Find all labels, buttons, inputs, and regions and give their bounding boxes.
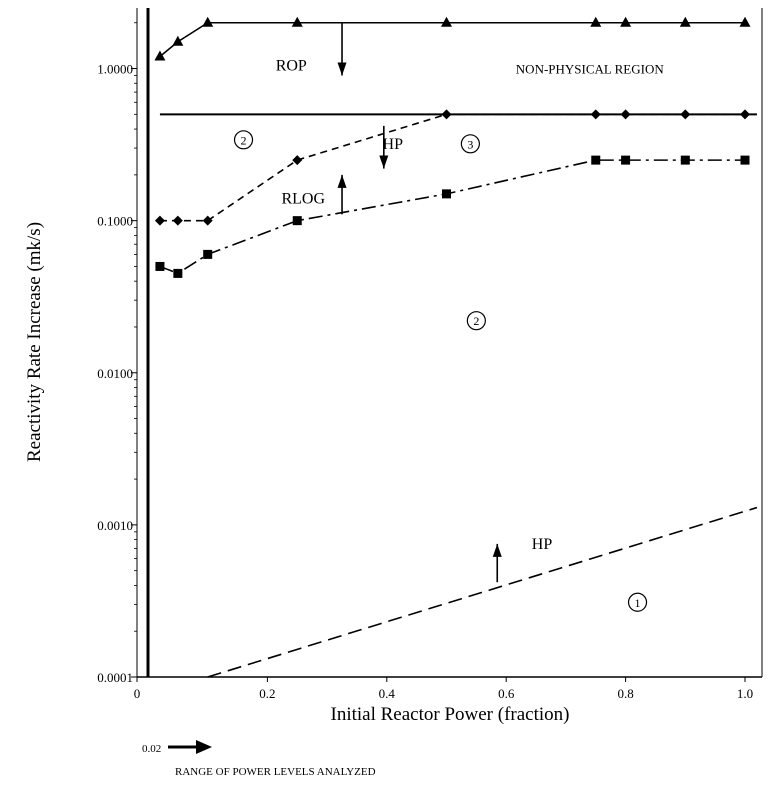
annotation-rop: ROP [276,57,307,74]
arrow-head [492,543,502,557]
data-point [680,155,690,165]
x-tick-label: 0 [134,686,141,701]
data-point [680,109,691,120]
annotations: ROP NON-PHYSICAL REGION HP RLOG HP 2 3 2 1 [233,57,665,612]
x-tick-label: 0.4 [379,686,396,701]
data-point [590,16,602,27]
region-circle [233,130,254,150]
x-tick-label: 0.8 [617,686,633,701]
y-axis-title: Reactivity Rate Increase (mk/s) [24,222,45,462]
data-point [291,16,303,27]
x-axis-title: Initial Reactor Power (fraction) [331,704,570,725]
x-tick-label: 0.6 [498,686,515,701]
data-point [740,155,750,165]
region-label: 2 [241,133,247,147]
annotation-hp-upper: HP [383,136,404,153]
annotation-rlog: RLOG [281,190,325,207]
data-point [173,268,183,278]
data-point [441,109,452,120]
region-label: 3 [467,137,473,151]
series-line-hp_lower [207,506,758,678]
data-point [740,109,750,120]
arrow-icon [337,174,347,215]
y-ticks: 0.0001 0.0010 0.0100 0.1000 1.0000 [97,22,137,685]
data-point [620,109,631,120]
data-point [679,16,691,27]
region-marker-region-3: 3 [460,134,480,154]
series-hp_upper [154,109,750,226]
data-point [441,16,452,27]
annotation-non-physical: NON-PHYSICAL REGION [516,62,665,77]
x-tick-label: 0.2 [259,686,275,701]
footnote-arrow-head [196,740,212,754]
series-line-rop [159,21,745,58]
arrow-icon [379,125,389,169]
data-point [442,189,451,199]
y-tick-label: 0.0010 [97,518,133,533]
series [154,16,758,678]
region-marker-region-1: 1 [627,592,648,612]
footnote-arrow-icon [168,740,212,754]
footnote-text: RANGE OF POWER LEVELS ANALYZED [175,766,376,778]
y-tick-label: 0.0100 [97,366,133,381]
data-point [621,155,631,165]
arrow-head [379,155,389,169]
region-marker-region-2-top: 2 [233,130,254,150]
region-circle [460,134,480,154]
region-circle [466,311,486,331]
data-point [202,215,213,226]
series-line-rlog [159,159,745,275]
data-point [591,155,601,165]
series-rlog [155,155,750,278]
data-point [172,35,184,46]
data-point [739,16,751,27]
data-point [155,261,165,271]
x-ticks: 0 0.2 0.4 0.6 0.8 1.0 [134,677,753,701]
y-tick-label: 0.0001 [97,670,133,685]
y-tick-label: 0.1000 [97,214,133,229]
axes: 0 0.2 0.4 0.6 0.8 1.0 0.0001 0.0010 0.0100 0.100… [97,8,763,701]
region-label: 1 [635,596,641,610]
region-circle [627,592,648,612]
annotation-hp-lower: HP [532,536,553,553]
arrows [337,22,502,583]
series-rop [154,16,751,61]
arrow-icon [492,543,502,583]
data-point [154,50,166,61]
data-point [154,215,165,226]
data-point [203,249,213,259]
data-point [590,109,601,120]
footnote-start-label: 0.02 [142,743,161,755]
series-line-hp_upper [159,113,745,222]
footnote: 0.02 RANGE OF POWER LEVELS ANALYZED [142,740,376,778]
data-point [292,155,303,166]
y-tick-label: 1.0000 [97,62,133,77]
x-tick-label: 1.0 [737,686,753,701]
arrow-head [337,62,347,76]
region-marker-region-2-mid: 2 [466,311,486,331]
data-point [172,215,183,226]
series-hp_lower [207,506,758,678]
arrow-icon [337,22,347,76]
data-point [292,216,302,226]
data-point [620,16,632,27]
data-point [202,16,214,27]
arrow-head [337,174,347,188]
region-label: 2 [473,314,479,328]
